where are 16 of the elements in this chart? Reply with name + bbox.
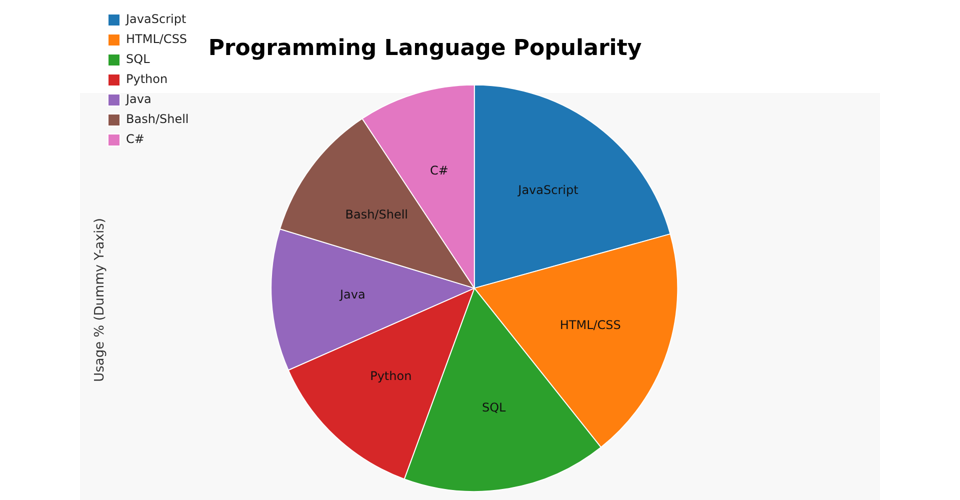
legend-label: SQL [126, 52, 150, 66]
slice-label: Bash/Shell [345, 207, 408, 222]
legend-label: Java [125, 92, 152, 106]
text: Programming Language Popularity [208, 36, 642, 61]
text: Usage % (Dummy Y-axis) [92, 218, 108, 382]
slice-label: JavaScript [517, 183, 579, 198]
slice-label: SQL [482, 400, 506, 415]
legend-label: HTML/CSS [126, 32, 188, 46]
legend-label: Python [126, 72, 168, 86]
slice-label: Java [338, 288, 366, 302]
legend-label: JavaScript [125, 12, 186, 26]
slice-label: C# [430, 164, 448, 178]
legend-label: C# [126, 132, 144, 146]
legend-label: Bash/Shell [126, 112, 189, 126]
slice-label: Python [370, 369, 412, 384]
slice-label: HTML/CSS [560, 318, 621, 332]
